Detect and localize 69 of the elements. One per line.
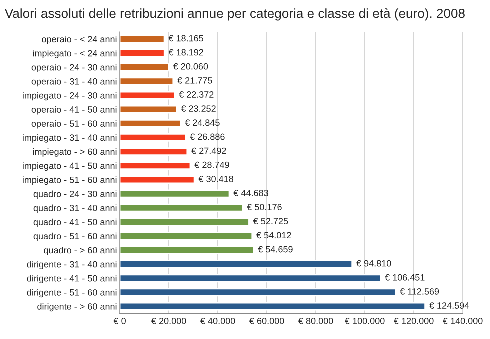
data-label: € 23.252 [181, 106, 216, 112]
y-tick-label: operaio - 24 - 30 anni [32, 64, 117, 73]
y-tick-label: impiegato - 51 - 60 anni [23, 176, 117, 186]
y-tick-label: quadro - > 60 anni [44, 246, 117, 256]
y-tick-label: quadro - 24 - 30 anni [34, 190, 117, 200]
data-label: € 28.749 [194, 162, 230, 168]
data-label: € 18.192 [168, 49, 204, 56]
y-tick-label: quadro - 31 - 40 anni [34, 204, 117, 214]
x-tick-label: € 100.000 [345, 318, 385, 324]
y-tick-label: impiegato - > 60 anni [33, 148, 117, 157]
data-label: € 18.165 [168, 35, 204, 42]
bar [120, 162, 192, 170]
x-tick-label: € 80.000 [298, 318, 334, 324]
data-label: € 20.060 [173, 63, 208, 70]
y-tick-label: quadro - 41 - 50 anni [34, 218, 117, 228]
data-label: € 50.176 [247, 204, 282, 210]
x-tick-label: € 0 [114, 318, 126, 324]
bar [120, 232, 254, 240]
bar [120, 176, 196, 184]
bar [120, 190, 230, 198]
bar [120, 35, 166, 44]
y-tick-label: dirigente - 51 - 60 anni [27, 289, 117, 298]
bar [120, 134, 187, 142]
x-tick-label: € 120.000 [394, 318, 434, 324]
data-label: € 54.012 [256, 232, 292, 239]
chart-title: Valori assoluti delle retribuzioni annue per categoria e classe di età (euro). 2008 [4, 8, 465, 21]
bar [120, 302, 426, 311]
data-label: € 24.845 [185, 120, 220, 126]
data-label: € 44.683 [234, 190, 268, 196]
data-label: € 52.725 [253, 218, 288, 225]
x-tick-label: € 20.000 [152, 318, 186, 324]
data-label: € 22.372 [179, 92, 214, 98]
data-label: € 124.594 [430, 302, 470, 309]
data-label: € 106.451 [385, 274, 425, 281]
bar [120, 204, 244, 212]
data-label: € 30.418 [198, 176, 234, 182]
y-tick-label: operaio - 51 - 60 anni [32, 120, 117, 129]
data-label: € 94.810 [356, 260, 392, 267]
bar [120, 63, 170, 72]
x-tick-label: € 40.000 [200, 318, 236, 324]
data-label: € 54.659 [258, 246, 293, 253]
bar [120, 119, 182, 128]
bar [120, 77, 174, 86]
bar [120, 49, 166, 58]
data-label: € 26.886 [190, 134, 225, 140]
x-tick-label: € 60.000 [250, 318, 284, 324]
y-tick-label: dirigente - 31 - 40 anni [27, 261, 117, 270]
bar [120, 246, 255, 254]
data-label: € 112.569 [400, 288, 440, 295]
y-tick-label: impiegato - 24 - 30 anni [23, 92, 117, 101]
bar [120, 288, 397, 297]
bar [120, 148, 188, 156]
y-tick-label: operaio - 41 - 50 anni [32, 106, 117, 115]
data-label: € 27.492 [192, 148, 226, 154]
y-tick-label: dirigente - 41 - 50 anni [27, 275, 117, 284]
bar [120, 218, 250, 226]
bar [120, 260, 354, 269]
y-tick-label: impiegato - < 24 anni [33, 50, 117, 58]
bar [120, 91, 176, 100]
y-tick-label: impiegato - 31 - 40 anni [23, 134, 117, 143]
y-tick-label: operaio - < 24 anni [42, 36, 117, 44]
y-tick-label: impiegato - 41 - 50 anni [23, 162, 117, 171]
bar [120, 105, 178, 114]
y-tick-label: dirigente - > 60 anni [38, 303, 117, 312]
data-label: € 21.775 [178, 77, 212, 84]
x-tick-label: € 140.000 [443, 318, 483, 324]
bar [120, 274, 382, 283]
y-tick-label: operaio - 31 - 40 anni [32, 78, 117, 87]
y-tick-label: quadro - 51 - 60 anni [34, 232, 117, 242]
